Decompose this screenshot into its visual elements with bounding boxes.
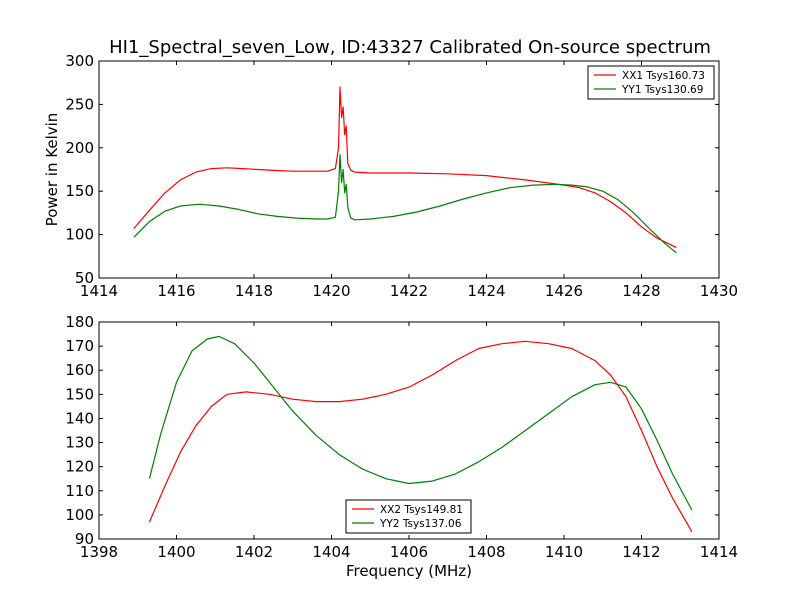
y-tick-label: 170 (65, 337, 94, 355)
y-tick-label: 110 (65, 482, 94, 500)
legend-label: XX2 Tsys149.81 (380, 504, 463, 516)
x-tick-label: 1406 (390, 543, 428, 561)
y-axis-label: Power in Kelvin (43, 113, 61, 227)
series-line-1 (148, 340, 693, 533)
legend: XX2 Tsys149.81 YY2 Tsys137.06 (345, 499, 472, 534)
y-tick-label: 200 (65, 139, 94, 157)
y-tick-label: 50 (75, 269, 94, 287)
y-tick-label: 130 (65, 434, 94, 452)
y-tick-label: 140 (65, 409, 94, 427)
x-tick-label: 1398 (80, 543, 118, 561)
series-line-2 (133, 154, 677, 254)
series-line-1 (133, 86, 677, 249)
y-tick-label: 180 (65, 313, 94, 331)
y-tick-label: 150 (65, 385, 94, 403)
x-tick-label: 1408 (467, 543, 505, 561)
y-tick-label: 150 (65, 182, 94, 200)
top-subplot: 1414 1416 1418 1420 1422 1424 1426 1428 1430 50 10… (43, 52, 738, 300)
legend-label: YY2 Tsys137.06 (379, 518, 462, 530)
legend-box (587, 65, 715, 100)
legend-box (345, 499, 472, 534)
y-tick-label: 250 (65, 95, 94, 113)
legend-label: YY1 Tsys130.69 (621, 84, 703, 96)
y-tick-label: 160 (65, 361, 94, 379)
legend-label: XX1 Tsys160.73 (622, 70, 705, 82)
x-tick-label: 1410 (545, 543, 583, 561)
x-tick-label: 1428 (622, 282, 660, 300)
x-tick-label: 1412 (622, 543, 660, 561)
y-tick-label: 300 (65, 52, 94, 70)
x-tick-label: 1420 (312, 282, 350, 300)
y-tick-label: 120 (65, 458, 94, 476)
x-axis-label: Frequency (MHz) (346, 562, 472, 580)
x-tick-label: 1426 (545, 282, 583, 300)
x-tick-label: 1418 (235, 282, 273, 300)
legend: XX1 Tsys160.73 YY1 Tsys130.69 (587, 65, 715, 100)
x-tick-label: 1424 (467, 282, 505, 300)
x-tick-label: 1404 (312, 543, 350, 561)
bottom-subplot: 1398 1400 1402 1404 1406 1408 1410 1412 1414 90 10… (65, 313, 738, 580)
y-tick-label: 90 (75, 530, 94, 548)
y-tick-label: 100 (65, 506, 94, 524)
x-tick-label: 1430 (700, 282, 738, 300)
x-tick-label: 1414 (80, 282, 118, 300)
y-tick-label: 100 (65, 226, 94, 244)
x-tick-label: 1402 (235, 543, 273, 561)
x-tick-label: 1414 (700, 543, 738, 561)
figure-title: HI1_Spectral_seven_Low, ID:43327 Calibra… (109, 37, 711, 58)
series-line-2 (148, 335, 693, 511)
x-tick-label: 1400 (157, 543, 195, 561)
x-tick-label: 1422 (390, 282, 428, 300)
x-tick-label: 1416 (157, 282, 195, 300)
